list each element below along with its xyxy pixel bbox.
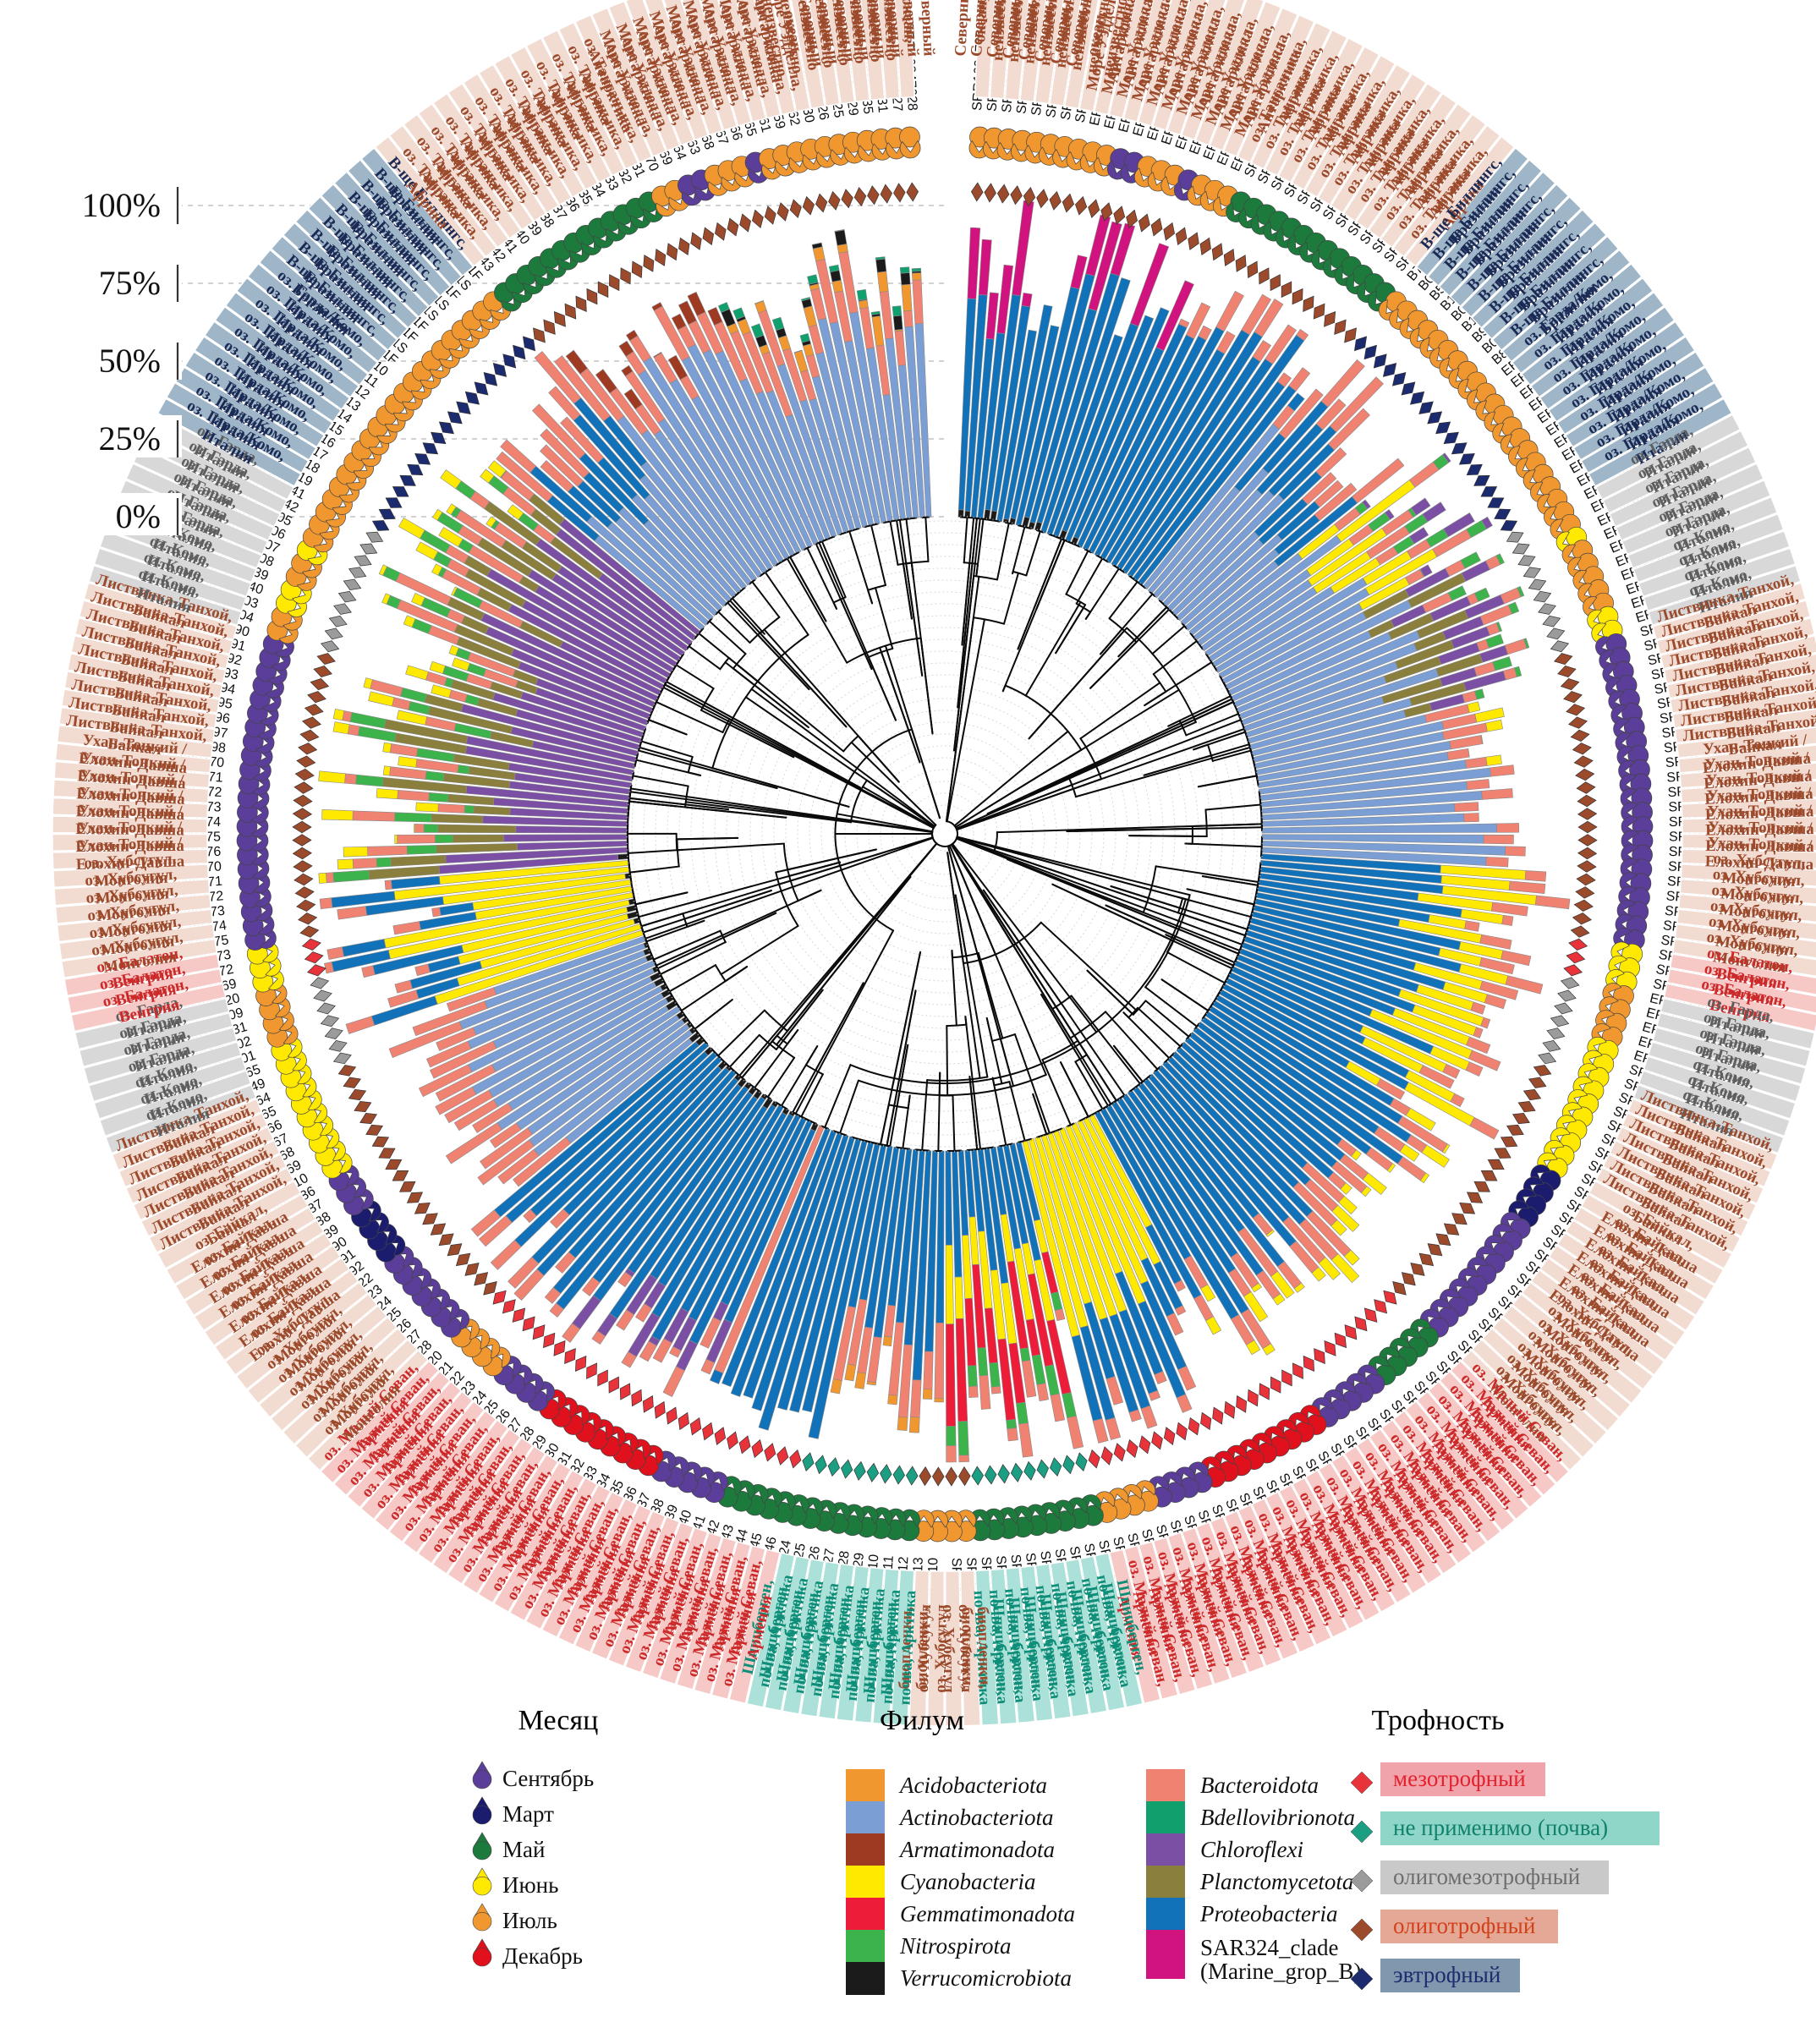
- svg-text:Март: Март: [502, 1801, 554, 1827]
- svg-text:Месяц: Месяц: [518, 1705, 599, 1736]
- svg-text:Verrucomicrobiota: Verrucomicrobiota: [900, 1965, 1072, 1991]
- svg-text:Planctomycetota: Planctomycetota: [1199, 1869, 1353, 1894]
- svg-text:Июнь: Июнь: [502, 1872, 558, 1898]
- svg-text:олигомезотрофный: олигомезотрофный: [1393, 1864, 1580, 1889]
- svg-text:Июль: Июль: [502, 1908, 557, 1933]
- svg-text:Декабрь: Декабрь: [502, 1943, 583, 1969]
- svg-text:Chloroflexi: Chloroflexi: [1200, 1837, 1303, 1862]
- svg-text:Nitrospirota: Nitrospirota: [899, 1933, 1012, 1959]
- svg-text:мезотрофный: мезотрофный: [1393, 1766, 1526, 1791]
- svg-text:0%: 0%: [116, 497, 161, 535]
- svg-text:Май: Май: [502, 1837, 545, 1862]
- svg-text:Cyanobacteria: Cyanobacteria: [900, 1869, 1035, 1894]
- svg-text:SAR324_clade: SAR324_clade: [1200, 1935, 1338, 1960]
- svg-text:Bdellovibrionota: Bdellovibrionota: [1200, 1805, 1355, 1830]
- svg-text:Филум: Филум: [880, 1705, 964, 1736]
- svg-text:50%: 50%: [99, 342, 161, 380]
- svg-text:100%: 100%: [82, 186, 161, 224]
- svg-text:Сентябрь: Сентябрь: [502, 1766, 594, 1791]
- svg-text:Gemmatimonadota: Gemmatimonadota: [900, 1901, 1075, 1926]
- svg-text:25%: 25%: [99, 419, 161, 458]
- svg-text:не применимо (почва): не применимо (почва): [1393, 1815, 1608, 1840]
- svg-text:Acidobacteriota: Acidobacteriota: [898, 1773, 1047, 1798]
- svg-text:Armatimonadota: Armatimonadota: [898, 1837, 1055, 1862]
- svg-text:Bacteroidota: Bacteroidota: [1200, 1773, 1319, 1798]
- svg-text:олиготрофный: олиготрофный: [1393, 1913, 1535, 1938]
- svg-text:Proteobacteria: Proteobacteria: [1199, 1901, 1337, 1926]
- svg-text:Трофность: Трофность: [1371, 1705, 1504, 1736]
- svg-text:75%: 75%: [99, 264, 161, 302]
- svg-text:эвтрофный: эвтрофный: [1393, 1962, 1501, 1987]
- svg-text:(Marine_grop_B): (Marine_grop_B): [1200, 1959, 1361, 1984]
- svg-text:Actinobacteriota: Actinobacteriota: [898, 1805, 1053, 1830]
